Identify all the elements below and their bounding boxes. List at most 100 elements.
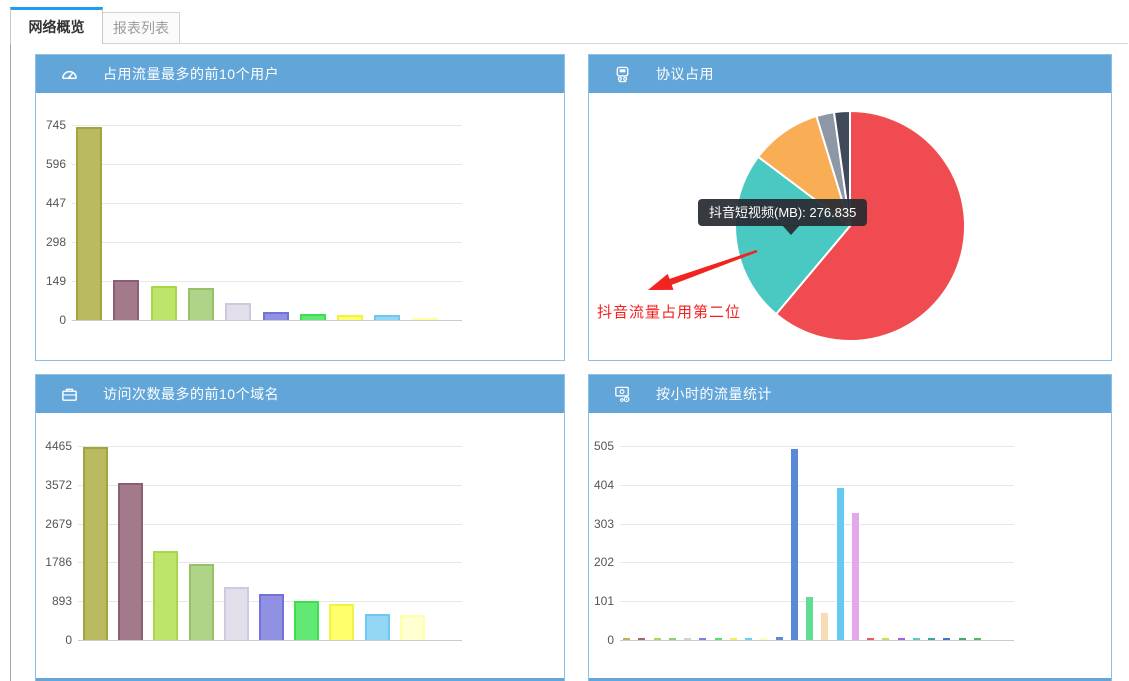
gridline (78, 562, 462, 563)
users-bar-8[interactable] (337, 315, 363, 320)
hourly-bar-9[interactable] (745, 638, 752, 640)
y-tick-label: 101 (593, 594, 614, 608)
next-panel-header-cutoff (589, 678, 1111, 681)
gridline (620, 485, 1014, 486)
protocol-pie-slice-5[interactable] (833, 109, 851, 227)
gridline (78, 446, 462, 447)
gauge-icon (62, 70, 77, 79)
y-tick-label: 4465 (45, 439, 72, 453)
protocol-pie-slice-3[interactable] (757, 115, 851, 227)
protocol-pie-slice-1[interactable] (775, 110, 966, 342)
tab-report-list[interactable]: 报表列表 (102, 12, 180, 44)
domains-bar-4[interactable] (189, 564, 214, 640)
protocol-pie-slice-2[interactable] (734, 155, 851, 316)
panel-top-users: 占用流量最多的前10个用户 (35, 54, 565, 361)
y-tick-label: 1786 (45, 555, 72, 569)
domains-bar-3[interactable] (153, 551, 178, 640)
hourly-bar-5[interactable] (684, 638, 691, 640)
gridline (620, 446, 1014, 447)
y-tick-label: 404 (593, 478, 614, 492)
hourly-bar-13[interactable] (806, 597, 813, 640)
briefcase-icon (62, 388, 77, 401)
panel-header-protocol: 协议占用 (589, 55, 1111, 93)
pie-annotation-text: 抖音流量占用第二位 (597, 304, 742, 321)
panel-header-hourly: 按小时的流量统计 (589, 375, 1111, 413)
hourly-bar-7[interactable] (715, 638, 722, 640)
gridline (72, 281, 462, 282)
hourly-bar-17[interactable] (867, 638, 874, 640)
users-bar-7[interactable] (300, 314, 326, 320)
hourly-bar-11[interactable] (776, 637, 783, 640)
protocol-icon (616, 66, 629, 82)
users-bar-1[interactable] (76, 127, 102, 320)
x-axis-line (72, 320, 462, 321)
domains-bar-10[interactable] (400, 615, 425, 640)
y-tick-label: 2679 (45, 517, 72, 531)
gridline (72, 242, 462, 243)
hourly-bar-24[interactable] (974, 638, 981, 640)
domains-bar-6[interactable] (259, 594, 284, 640)
panel-title: 访问次数最多的前10个域名 (103, 386, 280, 402)
gridline (72, 164, 462, 165)
tooltip-pointer-icon (782, 225, 800, 235)
users-bar-2[interactable] (113, 280, 139, 320)
x-axis-line (78, 640, 462, 641)
domains-bar-5[interactable] (224, 587, 249, 640)
panel-header-top-users: 占用流量最多的前10个用户 (36, 55, 564, 93)
hourly-bar-16[interactable] (852, 513, 859, 640)
hourly-bar-10[interactable] (760, 638, 767, 640)
domains-bar-7[interactable] (294, 601, 319, 640)
hourly-bar-4[interactable] (669, 638, 676, 640)
hourly-bar-15[interactable] (837, 488, 844, 640)
domains-bar-9[interactable] (365, 614, 390, 640)
monitor-gear-icon (615, 386, 630, 402)
hourly-bar-8[interactable] (730, 638, 737, 640)
domains-bar-1[interactable] (83, 447, 108, 640)
content-area (10, 43, 1128, 681)
gridline (72, 203, 462, 204)
y-tick-label: 149 (45, 274, 66, 288)
domains-bar-8[interactable] (329, 604, 354, 640)
gridline (620, 562, 1014, 563)
hourly-bar-14[interactable] (821, 613, 828, 640)
hourly-bar-23[interactable] (959, 638, 966, 640)
panel-title: 按小时的流量统计 (656, 386, 772, 402)
y-tick-label: 202 (593, 555, 614, 569)
panel-hourly-traffic: 按小时的流量统计 (588, 374, 1112, 681)
next-panel-header-cutoff (36, 678, 564, 681)
users-bar-9[interactable] (374, 315, 400, 320)
y-tick-label: 893 (51, 594, 72, 608)
users-bar-4[interactable] (188, 288, 214, 320)
tab-network-overview[interactable]: 网络概览 (10, 7, 103, 44)
users-bar-3[interactable] (151, 286, 177, 320)
hourly-bar-19[interactable] (898, 638, 905, 640)
hourly-bar-12[interactable] (791, 449, 798, 640)
gridline (620, 524, 1014, 525)
hourly-bar-21[interactable] (928, 638, 935, 640)
tooltip-text: 抖音短视频(MB): 276.835 (709, 205, 857, 220)
protocol-pie-chart (734, 109, 966, 342)
domains-bar-2[interactable] (118, 483, 143, 640)
hourly-bar-1[interactable] (623, 638, 630, 640)
gridline (78, 524, 462, 525)
panel-title: 占用流量最多的前10个用户 (103, 66, 280, 82)
hourly-bar-6[interactable] (699, 638, 706, 640)
y-tick-label: 0 (607, 633, 614, 647)
hourly-bar-2[interactable] (638, 638, 645, 640)
annotation-arrow-icon (648, 249, 758, 290)
users-bar-10[interactable] (412, 318, 438, 320)
y-tick-label: 447 (45, 196, 66, 210)
y-tick-label: 303 (593, 517, 614, 531)
users-bar-5[interactable] (225, 303, 251, 320)
gridline (78, 485, 462, 486)
hourly-bar-20[interactable] (913, 638, 920, 640)
chart-tooltip: 抖音短视频(MB): 276.835 (698, 199, 868, 235)
hourly-bar-3[interactable] (654, 638, 661, 640)
hourly-bar-22[interactable] (943, 638, 950, 640)
gridline (72, 125, 462, 126)
users-bar-6[interactable] (263, 312, 289, 320)
hourly-bar-18[interactable] (882, 638, 889, 640)
